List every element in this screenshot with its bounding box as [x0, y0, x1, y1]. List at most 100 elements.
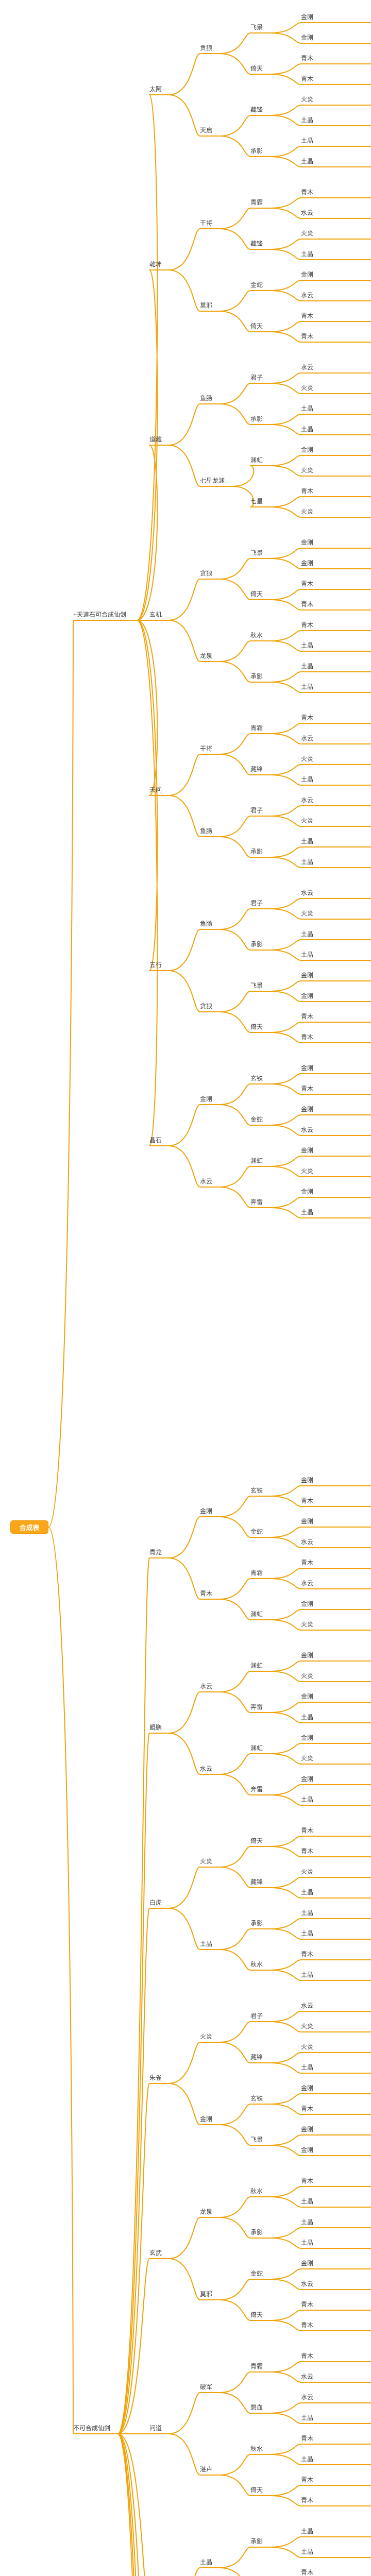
- leaf-material-label[interactable]: 青木: [301, 333, 314, 340]
- topic-label[interactable]: 倚天: [250, 2486, 263, 2494]
- leaf-material-label[interactable]: 金刚: [301, 1600, 314, 1607]
- topic-label[interactable]: 火炎: [200, 1858, 213, 1865]
- topic-label[interactable]: 金蛇: [250, 1528, 263, 1535]
- leaf-material-label[interactable]: 土晶: [301, 838, 314, 845]
- leaf-material-label[interactable]: 青木: [301, 1033, 314, 1041]
- leaf-material-label[interactable]: 火炎: [301, 508, 314, 515]
- topic-label[interactable]: 藏锋: [250, 766, 263, 773]
- topic-label[interactable]: 奔雷: [250, 1786, 263, 1793]
- topic-label[interactable]: 倚天: [250, 2311, 263, 2318]
- leaf-material-label[interactable]: 水云: [301, 2280, 314, 2287]
- leaf-material-label[interactable]: 土晶: [301, 930, 314, 938]
- topic-label[interactable]: 鱼肠: [200, 827, 213, 835]
- leaf-material-label[interactable]: 青木: [301, 1951, 314, 1958]
- leaf-material-label[interactable]: 青木: [301, 621, 314, 629]
- topic-label[interactable]: 渊虹: [250, 1662, 263, 1669]
- topic-label[interactable]: 水云: [200, 1683, 213, 1690]
- leaf-material-label[interactable]: 土晶: [301, 405, 314, 412]
- leaf-material-label[interactable]: 水云: [301, 796, 314, 804]
- leaf-material-label[interactable]: 金刚: [301, 1775, 314, 1783]
- leaf-material-label[interactable]: 土晶: [301, 1971, 314, 1978]
- leaf-material-label[interactable]: 青木: [301, 2352, 314, 2360]
- topic-label[interactable]: 金刚: [200, 1507, 213, 1515]
- leaf-material-label[interactable]: 水云: [301, 292, 314, 299]
- leaf-material-label[interactable]: 金刚: [301, 2146, 314, 2154]
- topic-label[interactable]: 天启: [200, 127, 213, 134]
- topic-label[interactable]: 奔雷: [250, 1198, 263, 1206]
- topic-label[interactable]: 渊虹: [250, 456, 263, 464]
- leaf-material-label[interactable]: 土晶: [301, 683, 314, 690]
- topic-label[interactable]: 道藏: [149, 436, 162, 443]
- topic-label[interactable]: 秋水: [250, 2445, 263, 2452]
- topic-label[interactable]: 奔雷: [250, 1703, 263, 1710]
- topic-label[interactable]: 承影: [250, 673, 263, 680]
- topic-label[interactable]: 青霜: [250, 1569, 263, 1577]
- leaf-material-label[interactable]: 火炎: [301, 1621, 314, 1628]
- leaf-material-label[interactable]: 青木: [301, 2497, 314, 2504]
- leaf-material-label[interactable]: 土晶: [301, 951, 314, 958]
- leaf-material-label[interactable]: 火炎: [301, 230, 314, 237]
- leaf-material-label[interactable]: 金刚: [301, 13, 314, 21]
- topic-label[interactable]: 干将: [200, 745, 213, 752]
- topic-label[interactable]: 火炎: [200, 2033, 213, 2040]
- topic-label[interactable]: 渊虹: [250, 1744, 263, 1752]
- topic-label[interactable]: 承影: [250, 415, 263, 422]
- leaf-material-label[interactable]: 水云: [301, 735, 314, 742]
- topic-label[interactable]: 鲲鹏: [149, 1724, 162, 1731]
- leaf-material-label[interactable]: 土晶: [301, 1930, 314, 1937]
- leaf-material-label[interactable]: 金刚: [301, 539, 314, 546]
- leaf-material-label[interactable]: 土晶: [301, 2218, 314, 2226]
- topic-label[interactable]: 湛卢: [200, 2466, 213, 2473]
- topic-label[interactable]: 问道: [149, 2425, 162, 2432]
- topic-label[interactable]: 龙泉: [200, 652, 213, 659]
- topic-label[interactable]: 金刚: [200, 2115, 213, 2123]
- topic-label[interactable]: 朱雀: [149, 2074, 162, 2081]
- topic-label[interactable]: 破军: [200, 2383, 213, 2391]
- topic-label[interactable]: 君子: [250, 2012, 263, 2020]
- leaf-material-label[interactable]: 青木: [301, 2177, 314, 2184]
- leaf-material-label[interactable]: 土晶: [301, 1714, 314, 1721]
- leaf-material-label[interactable]: 火炎: [301, 96, 314, 103]
- leaf-material-label[interactable]: 金刚: [301, 271, 314, 278]
- topic-label[interactable]: 龙泉: [200, 2208, 213, 2215]
- leaf-material-label[interactable]: 青木: [301, 55, 314, 62]
- leaf-material-label[interactable]: 水云: [301, 1580, 314, 1587]
- leaf-material-label[interactable]: 水云: [301, 2002, 314, 2009]
- leaf-material-label[interactable]: 青木: [301, 1013, 314, 1020]
- topic-label[interactable]: 水云: [200, 1178, 213, 1185]
- topic-label[interactable]: 金蛇: [250, 2270, 263, 2277]
- topic-label[interactable]: 贪狼: [200, 570, 213, 577]
- leaf-material-label[interactable]: 土晶: [301, 426, 314, 433]
- topic-label[interactable]: 金刚: [200, 1095, 213, 1103]
- topic-label[interactable]: 乾坤: [149, 261, 162, 268]
- leaf-material-label[interactable]: 青木: [301, 189, 314, 196]
- leaf-material-label[interactable]: 土晶: [301, 1889, 314, 1896]
- leaf-material-label[interactable]: 青木: [301, 714, 314, 721]
- topic-label[interactable]: 秋水: [250, 1961, 263, 1968]
- topic-label[interactable]: 倚天: [250, 590, 263, 598]
- leaf-material-label[interactable]: 火炎: [301, 755, 314, 762]
- topic-label[interactable]: 太阿: [149, 86, 162, 93]
- leaf-material-label[interactable]: 水云: [301, 364, 314, 371]
- topic-label[interactable]: 倚天: [250, 1837, 263, 1844]
- topic-label[interactable]: 君子: [250, 807, 263, 814]
- topic-label[interactable]: 飞景: [250, 2136, 263, 2143]
- topic-label[interactable]: 倚天: [250, 65, 263, 72]
- leaf-material-label[interactable]: 火炎: [301, 2043, 314, 2050]
- topic-label[interactable]: 藏锋: [250, 240, 263, 247]
- leaf-material-label[interactable]: 金刚: [301, 2084, 314, 2092]
- leaf-material-label[interactable]: 土晶: [301, 2414, 314, 2421]
- topic-label[interactable]: 倚天: [250, 323, 263, 330]
- leaf-material-label[interactable]: 土晶: [301, 642, 314, 649]
- leaf-material-label[interactable]: 金刚: [301, 1477, 314, 1484]
- topic-label[interactable]: 渊虹: [250, 1157, 263, 1164]
- leaf-material-label[interactable]: 金刚: [301, 1064, 314, 1072]
- topic-label[interactable]: 七星龙渊: [200, 477, 225, 484]
- leaf-material-label[interactable]: 青木: [301, 601, 314, 608]
- topic-label[interactable]: 青霜: [250, 199, 263, 206]
- leaf-material-label[interactable]: 火炎: [301, 2023, 314, 2030]
- topic-label[interactable]: 飞景: [250, 24, 263, 31]
- topic-label[interactable]: 青霜: [250, 2363, 263, 2370]
- topic-label[interactable]: 秋水: [250, 632, 263, 639]
- leaf-material-label[interactable]: 青木: [301, 2569, 314, 2576]
